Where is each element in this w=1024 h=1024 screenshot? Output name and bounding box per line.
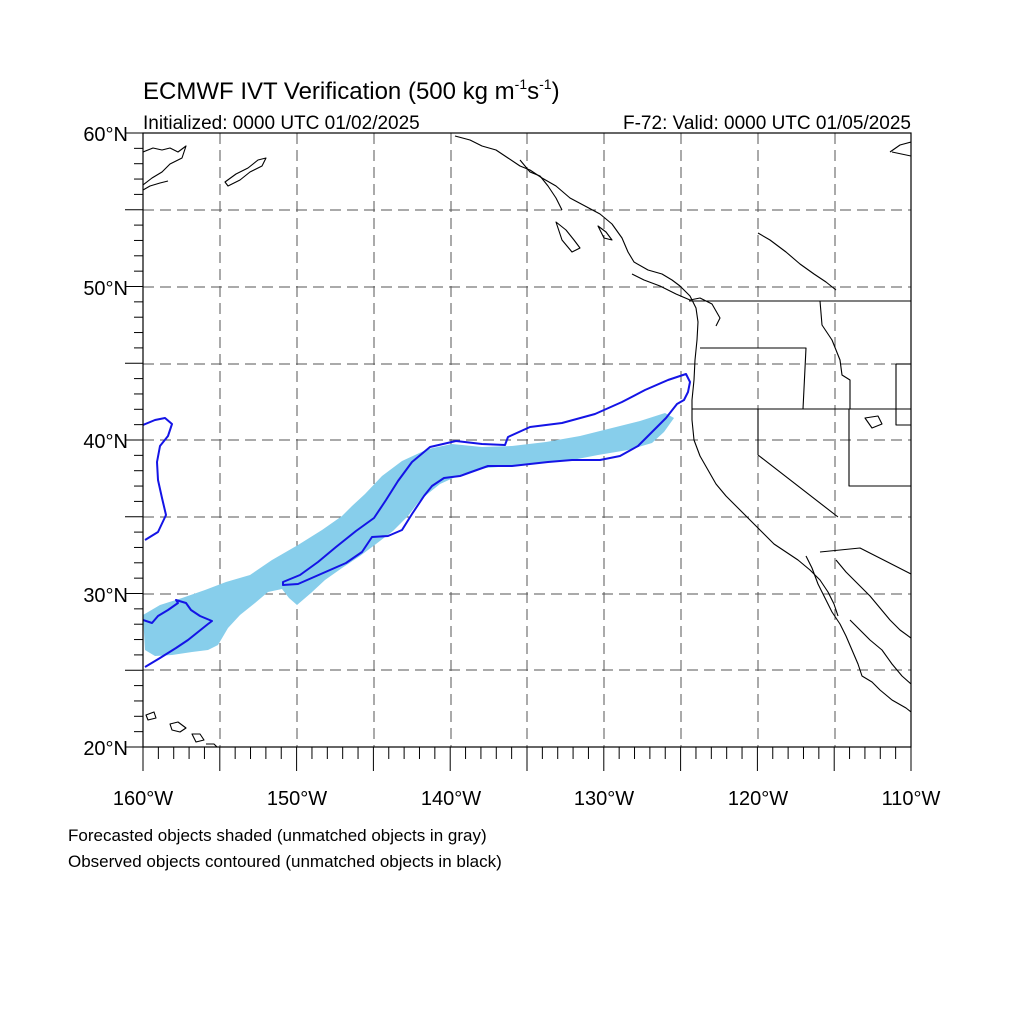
valid-time: F-72: Valid: 0000 UTC 01/05/2025 [623,113,911,134]
observed-contour-edge [143,417,173,541]
latitude-labels: 60°N 50°N 40°N 30°N 20°N [83,124,128,760]
longitude-labels: 160°W 150°W 140°W 130°W 120°W 110°W [113,788,941,810]
lon-tick-160w: 160°W [113,788,173,810]
lat-tick-40n: 40°N [83,431,128,453]
forecast-footnote: Forecasted objects shaded (unmatched obj… [68,826,487,845]
lon-tick-140w: 140°W [421,788,481,810]
map-title: ECMWF IVT Verification (500 kg m-1s-1) [143,76,560,105]
axis-ticks [125,132,912,771]
observed-contour-west [143,599,213,668]
lat-tick-60n: 60°N [83,124,128,146]
observed-contour-main [282,373,691,586]
lon-tick-130w: 130°W [574,788,634,810]
lon-tick-150w: 150°W [267,788,327,810]
lon-tick-110w: 110°W [882,788,941,810]
forecast-ivt-object [143,413,674,656]
lat-tick-20n: 20°N [83,738,128,760]
gridlines [143,133,911,747]
observed-ivt-contours [143,373,691,668]
coastlines [143,135,911,747]
initialized-time: Initialized: 0000 UTC 01/02/2025 [143,113,420,134]
lat-tick-30n: 30°N [83,585,128,607]
lat-tick-50n: 50°N [83,278,128,300]
observed-footnote: Observed objects contoured (unmatched ob… [68,852,502,871]
lon-tick-120w: 120°W [728,788,788,810]
